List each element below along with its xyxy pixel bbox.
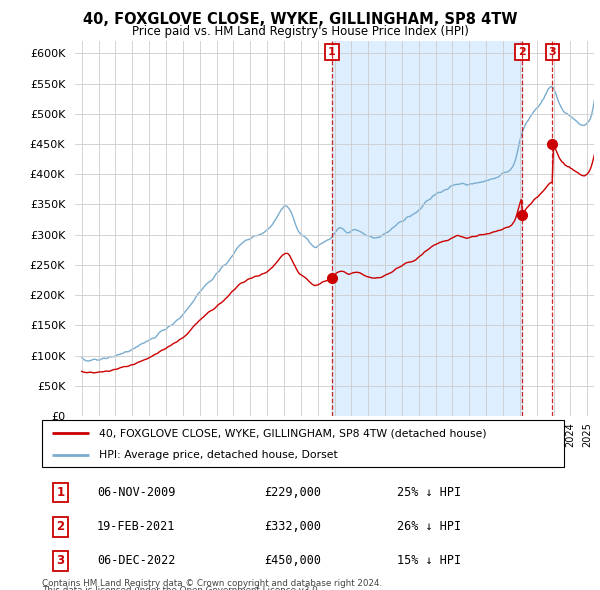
Text: 1: 1 [328,47,336,57]
Text: 3: 3 [56,554,64,568]
Text: This data is licensed under the Open Government Licence v3.0.: This data is licensed under the Open Gov… [42,586,320,590]
Text: Price paid vs. HM Land Registry's House Price Index (HPI): Price paid vs. HM Land Registry's House … [131,25,469,38]
Text: 25% ↓ HPI: 25% ↓ HPI [397,486,461,499]
Text: Contains HM Land Registry data © Crown copyright and database right 2024.: Contains HM Land Registry data © Crown c… [42,579,382,588]
FancyBboxPatch shape [42,420,564,467]
Text: £450,000: £450,000 [264,554,321,568]
Text: 3: 3 [548,47,556,57]
Bar [332,41,522,416]
Text: 2: 2 [56,520,64,533]
Text: 1: 1 [56,486,64,499]
Text: 15% ↓ HPI: 15% ↓ HPI [397,554,461,568]
Text: 2: 2 [518,47,526,57]
Text: 06-DEC-2022: 06-DEC-2022 [97,554,175,568]
Text: 26% ↓ HPI: 26% ↓ HPI [397,520,461,533]
Text: HPI: Average price, detached house, Dorset: HPI: Average price, detached house, Dors… [100,451,338,460]
Text: £332,000: £332,000 [264,520,321,533]
Text: 19-FEB-2021: 19-FEB-2021 [97,520,175,533]
Text: £229,000: £229,000 [264,486,321,499]
Text: 40, FOXGLOVE CLOSE, WYKE, GILLINGHAM, SP8 4TW: 40, FOXGLOVE CLOSE, WYKE, GILLINGHAM, SP… [83,12,517,27]
Text: 06-NOV-2009: 06-NOV-2009 [97,486,175,499]
Text: 40, FOXGLOVE CLOSE, WYKE, GILLINGHAM, SP8 4TW (detached house): 40, FOXGLOVE CLOSE, WYKE, GILLINGHAM, SP… [100,428,487,438]
